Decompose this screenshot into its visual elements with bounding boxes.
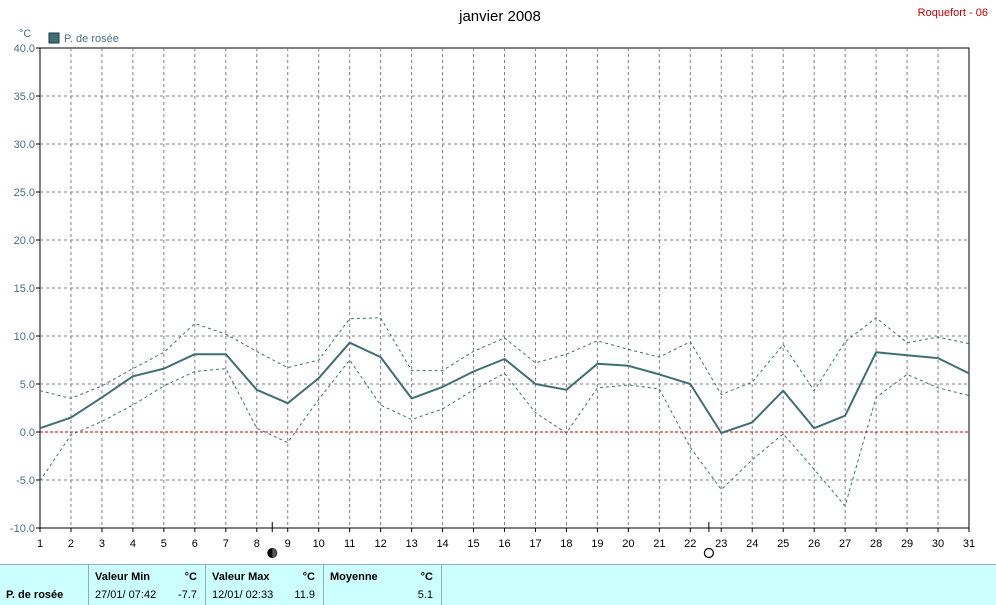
- stats-min-time: 07:42: [128, 589, 157, 601]
- x-tick-label: 6: [192, 538, 198, 550]
- x-tick-label: 27: [839, 538, 851, 550]
- stats-min-cell: Valeur Min °C 27/01/ 07:42 -7.7: [89, 565, 206, 605]
- y-axis-unit: °C: [19, 28, 31, 40]
- y-tick-label: 0.0: [20, 427, 35, 439]
- x-tick-label: 15: [467, 538, 479, 550]
- stats-max-cell: Valeur Max °C 12/01/ 02:33 11.9: [206, 565, 324, 605]
- chart: janvier 2008 Roquefort - 06 °C P. de ros…: [10, 7, 988, 559]
- stats-avg-cell: Moyenne °C 5.1: [324, 565, 442, 605]
- stats-min-header: Valeur Min: [95, 571, 151, 583]
- x-tick-label: 25: [777, 538, 789, 550]
- x-tick-label: 18: [560, 538, 572, 550]
- series-envelope-line-2: [39, 359, 970, 507]
- x-tick-label: 20: [622, 538, 634, 550]
- x-tick-label: 2: [68, 538, 74, 550]
- stats-min-value: -7.7: [178, 589, 197, 601]
- stats-min-datetime: 27/01/ 07:42: [95, 589, 156, 601]
- x-tick-label: 14: [436, 538, 448, 550]
- series-envelope-line-1: [39, 317, 970, 399]
- x-tick-label: 29: [901, 538, 913, 550]
- legend-label: P. de rosée: [64, 33, 119, 45]
- y-tick-label: 5.0: [20, 379, 35, 391]
- x-tick-label: 16: [498, 538, 510, 550]
- stats-series-label: P. de rosée: [6, 589, 64, 601]
- legend-swatch: [48, 32, 60, 44]
- x-tick-label: 23: [715, 538, 727, 550]
- x-tick-label: 21: [653, 538, 665, 550]
- x-tick-label: 9: [285, 538, 291, 550]
- stats-max-header: Valeur Max: [212, 571, 270, 583]
- stats-max-unit: °C: [302, 571, 315, 583]
- y-tick-label: 30.0: [14, 139, 35, 151]
- x-tick-label: 4: [130, 538, 136, 550]
- x-tick-label: 26: [808, 538, 820, 550]
- stats-max-value: 11.9: [294, 589, 315, 601]
- series-dew-point-line: [39, 341, 970, 434]
- y-tick-label: -5.0: [16, 475, 35, 487]
- x-tick-label: 10: [313, 538, 325, 550]
- y-tick-label: 10.0: [14, 331, 35, 343]
- y-tick-label: 25.0: [14, 187, 35, 199]
- x-tick-label: 28: [870, 538, 882, 550]
- x-tick-label: 13: [405, 538, 417, 550]
- x-tick-label: 19: [591, 538, 603, 550]
- y-tick-label: 15.0: [14, 283, 35, 295]
- stats-avg-value: 5.1: [417, 589, 433, 601]
- x-tick-label: 11: [344, 538, 355, 550]
- x-tick-label: 30: [932, 538, 944, 550]
- station-name: Roquefort - 06: [918, 7, 988, 19]
- y-tick-label: -10.0: [10, 523, 35, 535]
- moon-new-icon: [703, 547, 714, 559]
- stats-max-datetime: 12/01/ 02:33: [212, 589, 273, 601]
- stats-min-date: 27/01/: [95, 589, 126, 601]
- stats-bar: P. de rosée Valeur Min °C 27/01/ 07:42 -…: [0, 564, 996, 605]
- x-tick-label: 24: [746, 538, 758, 550]
- x-tick-label: 12: [375, 538, 387, 550]
- stats-series-cell: P. de rosée: [0, 565, 89, 605]
- x-tick-label: 31: [963, 538, 975, 550]
- plot-area: -10.0 -5.0 0.0 5.0 10.0 15.0 20.0 25.0 30.0 35.0 4…: [10, 43, 975, 559]
- stats-avg-unit: °C: [420, 571, 433, 583]
- x-tick-label: 3: [99, 538, 105, 550]
- x-tick-label: 22: [684, 538, 696, 550]
- stats-max-time: 02:33: [245, 589, 274, 601]
- y-tick-label: 40.0: [14, 43, 35, 55]
- x-tick-label: 1: [37, 538, 43, 550]
- x-tick-label: 5: [161, 538, 167, 550]
- stats-min-unit: °C: [184, 571, 197, 583]
- stats-avg-header: Moyenne: [330, 571, 378, 583]
- x-tick-label: 7: [223, 538, 229, 550]
- stats-max-date: 12/01/: [212, 589, 243, 601]
- y-tick-label: 20.0: [14, 235, 35, 247]
- x-tick-label: 8: [254, 538, 260, 550]
- chart-title: janvier 2008: [458, 8, 541, 25]
- moon-full-shade: [272, 548, 277, 558]
- x-tick-label: 17: [529, 538, 541, 550]
- y-tick-label: 35.0: [14, 91, 35, 103]
